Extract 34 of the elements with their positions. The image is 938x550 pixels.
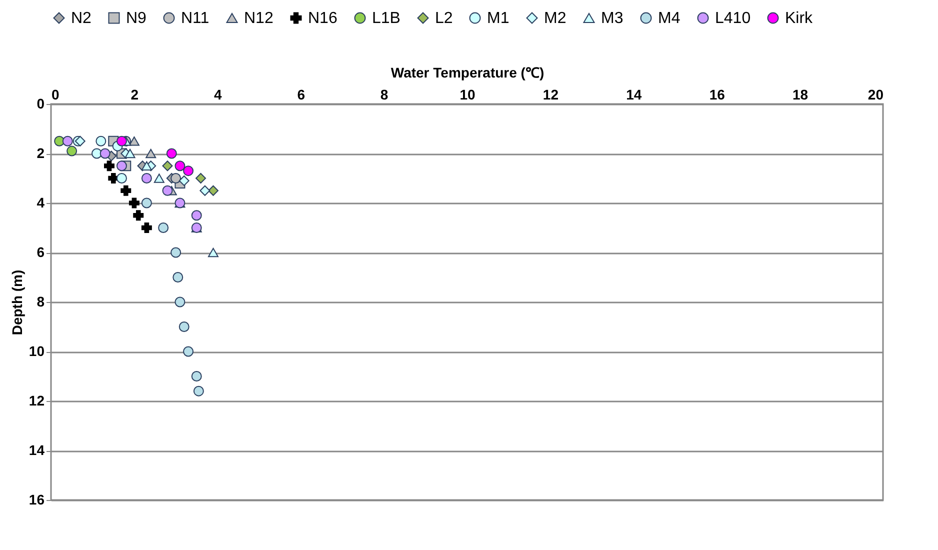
x-tick-label: 14 [626,86,642,102]
x-tick-label: 10 [460,86,476,102]
y-tick-label: 2 [36,145,45,161]
legend-label: L2 [435,10,453,27]
legend-label: L410 [715,10,751,27]
legend-label: N11 [181,10,210,27]
y-tick-label: 6 [36,244,45,260]
x-tick-label: 2 [130,86,139,102]
legend-label: M1 [487,10,510,27]
legend-label: N12 [244,10,274,27]
x-tick-label: 6 [297,86,306,102]
x-tick-label: 4 [214,86,222,102]
y-tick-label: 10 [28,343,45,359]
legend-label: M4 [658,10,680,27]
y-tick-label: 4 [36,194,45,210]
legend-label: N9 [126,10,147,27]
y-tick-label: 14 [28,442,45,458]
y-axis-title: Depth (m) [8,270,25,336]
x-tick-label: 12 [542,86,559,102]
legend-label: M3 [601,10,624,27]
y-tick-label: 8 [36,294,45,310]
x-tick-label: 20 [868,86,884,102]
y-tick-label: 16 [28,492,45,508]
x-tick-label: 18 [792,86,808,102]
x-tick-label: 16 [709,86,726,102]
y-tick-label: 12 [28,392,45,408]
x-axis-title: Water Temperature (℃) [390,64,544,80]
legend-label: M2 [544,10,566,27]
x-tick-label: 8 [380,86,388,102]
legend-label: Kirk [785,10,814,27]
x-tick-label: 0 [52,86,60,102]
legend-label: L1B [372,10,400,27]
legend-label: N2 [71,10,92,27]
legend-label: N16 [308,10,338,27]
